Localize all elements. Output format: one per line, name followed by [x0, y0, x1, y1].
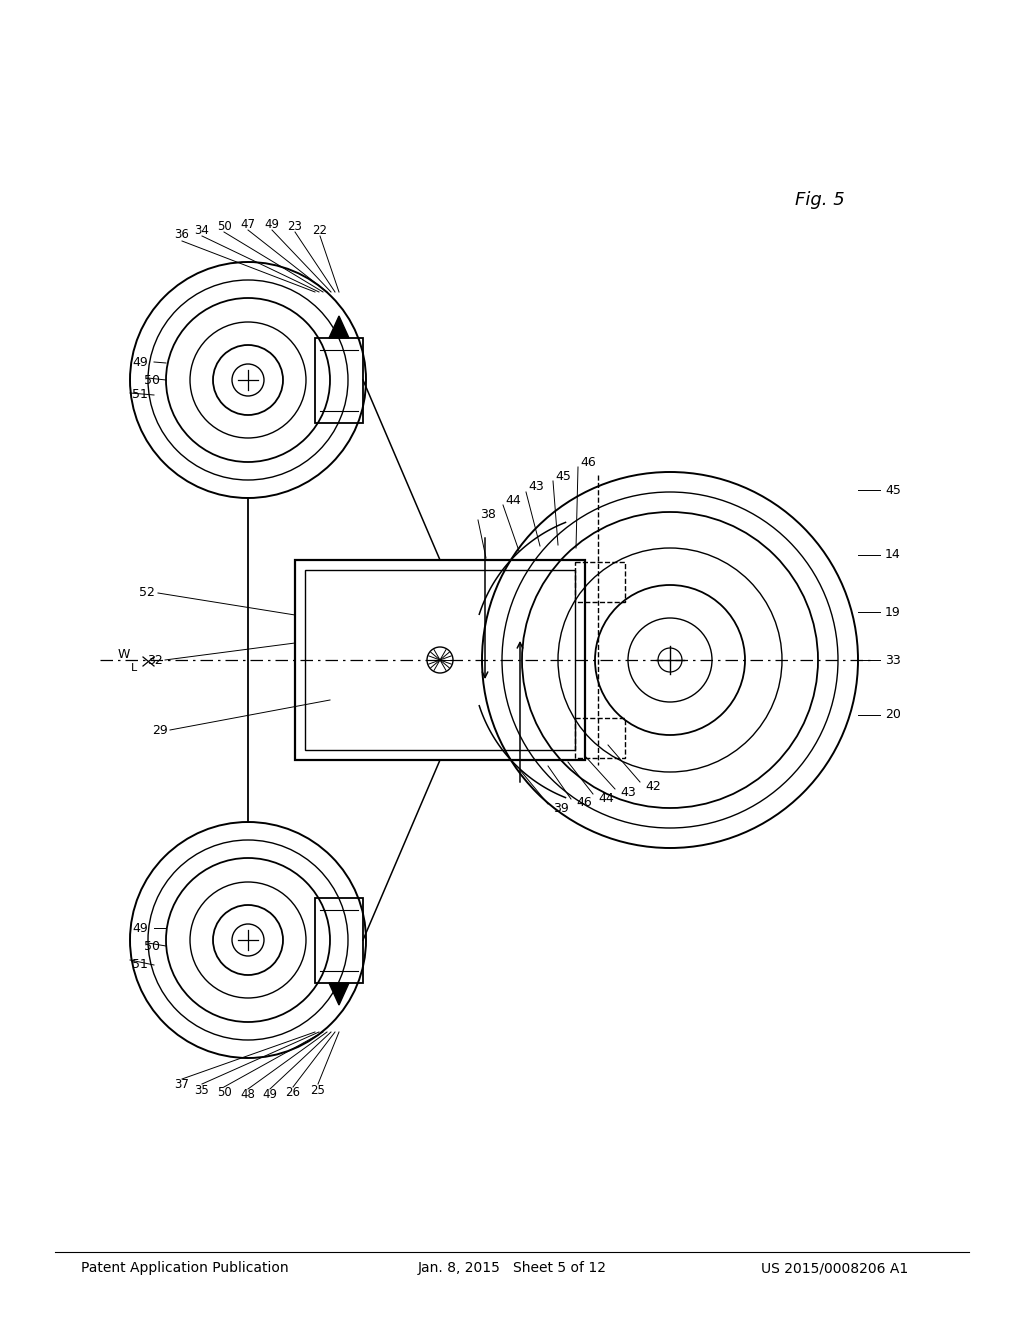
Text: 49: 49: [132, 355, 148, 368]
Text: 49: 49: [264, 218, 280, 231]
Bar: [305, 570, 575, 750]
Text: 43: 43: [528, 480, 544, 494]
Text: Jan. 8, 2015   Sheet 5 of 12: Jan. 8, 2015 Sheet 5 of 12: [418, 1261, 606, 1275]
Text: 34: 34: [195, 223, 210, 236]
Text: 14: 14: [885, 549, 901, 561]
Text: 51: 51: [132, 958, 148, 972]
Text: 37: 37: [174, 1078, 189, 1092]
Text: 39: 39: [553, 801, 568, 814]
Bar: [295, 560, 585, 760]
Text: 49: 49: [132, 921, 148, 935]
Text: 36: 36: [174, 228, 189, 242]
Text: 26: 26: [286, 1086, 300, 1100]
Text: US 2015/0008206 A1: US 2015/0008206 A1: [762, 1261, 908, 1275]
Text: 32: 32: [147, 653, 163, 667]
Text: 43: 43: [620, 787, 636, 800]
Text: 44: 44: [598, 792, 613, 804]
Text: 52: 52: [139, 586, 155, 599]
Text: W: W: [118, 648, 130, 661]
Text: 20: 20: [885, 709, 901, 722]
Text: L: L: [131, 663, 137, 673]
Text: 25: 25: [310, 1084, 326, 1097]
Bar: [315, 338, 362, 422]
Text: 23: 23: [288, 219, 302, 232]
Text: 35: 35: [195, 1084, 209, 1097]
Text: 50: 50: [144, 374, 160, 387]
Text: 50: 50: [144, 940, 160, 953]
Text: 45: 45: [555, 470, 570, 483]
Text: 19: 19: [885, 606, 901, 619]
Text: 50: 50: [217, 1086, 231, 1100]
Text: Patent Application Publication: Patent Application Publication: [81, 1261, 289, 1275]
Text: 47: 47: [241, 218, 256, 231]
Text: 51: 51: [132, 388, 148, 401]
Text: 48: 48: [241, 1089, 255, 1101]
Text: 44: 44: [505, 494, 521, 507]
Text: 46: 46: [575, 796, 592, 809]
Bar: [575, 718, 625, 758]
Polygon shape: [329, 315, 349, 338]
Text: 46: 46: [580, 455, 596, 469]
Bar: [315, 898, 362, 983]
Text: 50: 50: [217, 219, 231, 232]
Text: 29: 29: [153, 723, 168, 737]
Text: 45: 45: [885, 483, 901, 496]
Text: Fig. 5: Fig. 5: [795, 191, 845, 209]
Text: 33: 33: [885, 653, 901, 667]
Text: 42: 42: [645, 780, 660, 792]
Text: 49: 49: [262, 1089, 278, 1101]
Polygon shape: [329, 983, 349, 1005]
Bar: [575, 562, 625, 602]
Text: 38: 38: [480, 508, 496, 521]
Text: 22: 22: [312, 223, 328, 236]
